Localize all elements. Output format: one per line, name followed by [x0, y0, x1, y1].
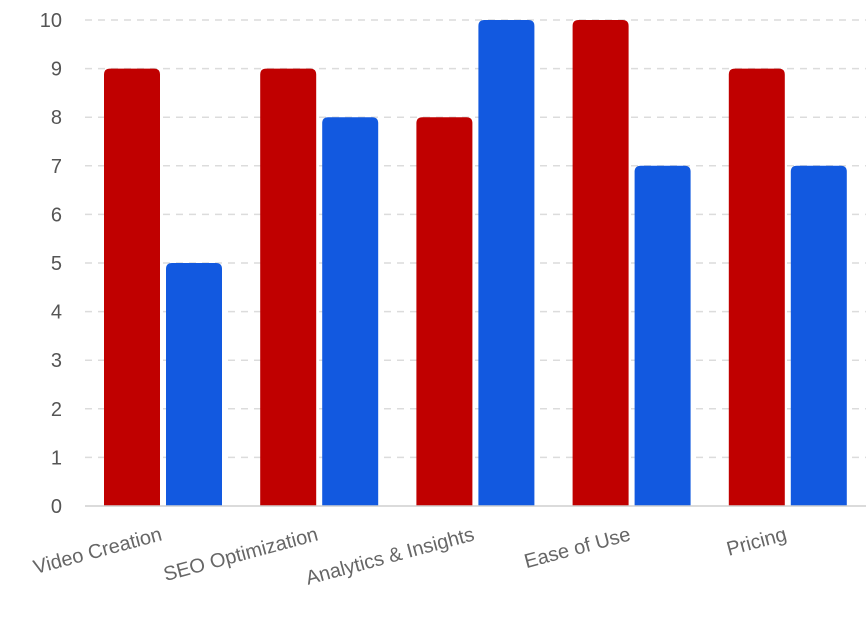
bar-series-2-ease-of-use	[634, 165, 691, 507]
y-tick-label: 3	[51, 350, 62, 372]
x-category-label: Video Creation	[31, 524, 164, 579]
y-tick-label: 10	[40, 10, 62, 32]
y-tick-label: 8	[51, 107, 62, 129]
bars	[104, 20, 847, 507]
y-tick-label: 2	[51, 399, 62, 421]
y-tick-label: 7	[51, 156, 62, 178]
x-category-label: Analytics & Insights	[303, 524, 476, 590]
bar-series-1-pricing	[728, 68, 785, 506]
y-tick-label: 4	[51, 302, 62, 324]
y-tick-label: 9	[51, 59, 62, 81]
x-category-label: SEO Optimization	[161, 524, 320, 586]
bar-series-2-analytics-insights	[478, 20, 535, 506]
y-tick-label: 5	[51, 253, 62, 275]
bar-series-1-video-creation	[104, 68, 160, 506]
y-tick-label: 6	[51, 204, 62, 226]
bar-series-1-ease-of-use	[572, 20, 629, 506]
x-category-label: Pricing	[724, 524, 789, 561]
bar-series-2-seo-optimization	[322, 117, 379, 506]
y-axis-ticks: 0 1 2 3 4 5 6 7 8 9 10	[40, 10, 62, 518]
bar-series-2-video-creation	[166, 263, 222, 506]
x-category-label: Ease of Use	[522, 524, 633, 573]
bar-series-1-seo-optimization	[260, 68, 317, 506]
bar-series-2-pricing	[790, 165, 847, 507]
y-tick-label: 1	[51, 447, 62, 469]
bar-series-1-analytics-insights	[416, 117, 473, 506]
y-tick-label: 0	[51, 496, 62, 518]
